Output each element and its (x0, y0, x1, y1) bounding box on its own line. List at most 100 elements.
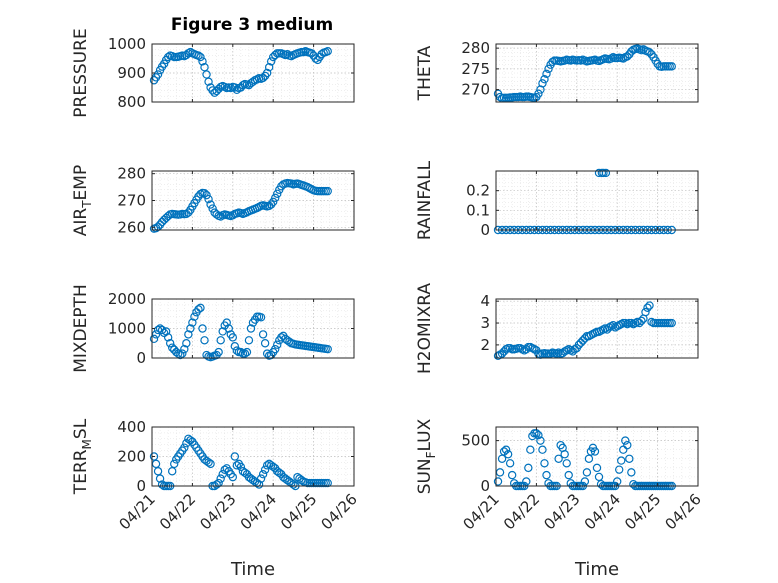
terr-msl-data-point (220, 465, 229, 474)
mixdepth-data-point (174, 349, 183, 358)
panel-h2omixra: 2 3 4 H2OMIXRA (415, 283, 699, 374)
sun-flux-y-label-part: SUN (415, 458, 435, 494)
air-temp-y-tick-label: 280 (117, 165, 146, 183)
terr-msl-data-point (236, 462, 246, 472)
theta-data-point (619, 54, 628, 63)
mixdepth-data-point (184, 330, 193, 339)
mixdepth-y-tick-label: 2000 (108, 290, 146, 308)
h2omixra-data-point (645, 301, 654, 310)
sun-flux-y-label-part: LUX (415, 418, 435, 451)
mixdepth-data-point (165, 339, 175, 348)
h2omixra-data-point (637, 316, 646, 326)
mixdepth-data-point (222, 318, 231, 327)
terr-msl-data-point (214, 478, 223, 488)
mixdepth-data-point (240, 349, 250, 358)
theta-data-point (538, 79, 547, 88)
sun-flux-data-point (503, 450, 513, 459)
pressure-data-point (163, 52, 173, 62)
h2omixra-data-point (522, 345, 531, 354)
sun-flux-data-point (540, 459, 549, 468)
terr-msl-data-point (204, 458, 213, 467)
theta-y-tick-label: 275 (461, 60, 490, 78)
terr-msl-data-point (228, 472, 237, 482)
theta-data-point (542, 69, 551, 79)
theta-data-point (534, 89, 543, 98)
theta-axes-box (495, 43, 699, 103)
mixdepth-data-point (161, 327, 171, 336)
pressure-y-axis-label: PRESSURE (71, 28, 91, 117)
terr-msl-data-point (216, 474, 225, 483)
mixdepth-data-point (163, 333, 173, 342)
terr-msl-data-point (260, 465, 270, 474)
pressure-data-point (258, 73, 268, 83)
terr-msl-data-point (289, 480, 298, 489)
terr-msl-data-point (323, 478, 332, 488)
air-temp-y-label-part: EMP (71, 165, 91, 201)
x-axis-label-right: Time (574, 559, 619, 580)
air-temp-data-point (200, 189, 209, 198)
pressure-data-point (311, 54, 320, 63)
terr-msl-data-point (155, 474, 165, 483)
air-temp-data-point (206, 200, 215, 209)
terr-msl-data-point (230, 452, 240, 461)
terr-msl-data-point (153, 467, 163, 476)
terr-msl-data-point (258, 470, 268, 479)
sun-flux-data-point (536, 436, 545, 445)
sun-flux-data-point (554, 454, 563, 463)
theta-y-axis-label: THETA (415, 45, 435, 101)
mixdepth-data-point (230, 342, 240, 351)
pressure-data-point (184, 49, 193, 58)
mixdepth-data-point (190, 312, 199, 321)
mixdepth-data-point (149, 334, 159, 344)
terr-msl-data-point (232, 461, 242, 470)
sun-flux-data-point (564, 470, 573, 480)
h2omixra-data-point (608, 321, 618, 330)
pressure-data-point (230, 83, 240, 92)
air-temp-data-point (323, 186, 332, 196)
mixdepth-data-point (176, 350, 185, 360)
mixdepth-data-point (198, 324, 207, 333)
mixdepth-data-point (262, 349, 272, 358)
terr-msl-data-point (206, 459, 215, 469)
sun-flux-data-point (615, 465, 624, 474)
mixdepth-data-point (194, 305, 203, 314)
mixdepth-data-point (202, 350, 211, 360)
sun-flux-data-point (621, 436, 630, 445)
pressure-y-tick-label: 900 (117, 64, 146, 82)
sun-flux-data-point (627, 468, 636, 477)
air-temp-data-point (155, 220, 165, 229)
h2omixra-data-point (641, 307, 650, 317)
pressure-data-point (194, 51, 203, 60)
sun-flux-data-point (617, 456, 626, 465)
h2omixra-axes-box (495, 298, 699, 359)
mixdepth-data-point (200, 336, 209, 345)
terr-msl-y-tick-label: 200 (117, 448, 146, 466)
h2omixra-data-point (643, 303, 652, 312)
mixdepth-y-axis-label: MIXDEPTH (71, 284, 91, 373)
air-temp-data-point (212, 210, 221, 219)
air-temp-data-point (271, 193, 280, 203)
mixdepth-data-point (214, 347, 223, 357)
panel-theta: 270 275 280 THETA (415, 39, 699, 103)
pressure-data-point (266, 57, 276, 66)
mixdepth-y-tick-label: 0 (136, 349, 146, 367)
pressure-data-point (271, 50, 280, 60)
air-temp-data-point (202, 190, 211, 200)
sun-flux-y-tick-label: 0 (480, 477, 490, 495)
air-temp-y-tick-label: 260 (117, 218, 146, 236)
pressure-data-point (323, 47, 332, 56)
sun-flux-data-point (562, 459, 571, 468)
sun-flux-y-axis-label: SUNFLUX (415, 418, 438, 494)
terr-msl-y-tick-label: 400 (117, 418, 146, 436)
air-temp-data-point (184, 208, 193, 217)
air-temp-data-point (208, 204, 217, 213)
pressure-data-point (264, 62, 274, 72)
panel-rainfall: 0 0.10.2 RAINFALL (415, 160, 699, 240)
sun-flux-plot-area (496, 427, 698, 486)
h2omixra-y-tick-label: 2 (480, 336, 490, 354)
rainfall-data-point (601, 168, 611, 178)
mixdepth-data-point (323, 344, 332, 354)
mixdepth-data-point (224, 324, 233, 333)
rainfall-y-tick-label: 0.1 (466, 201, 490, 219)
